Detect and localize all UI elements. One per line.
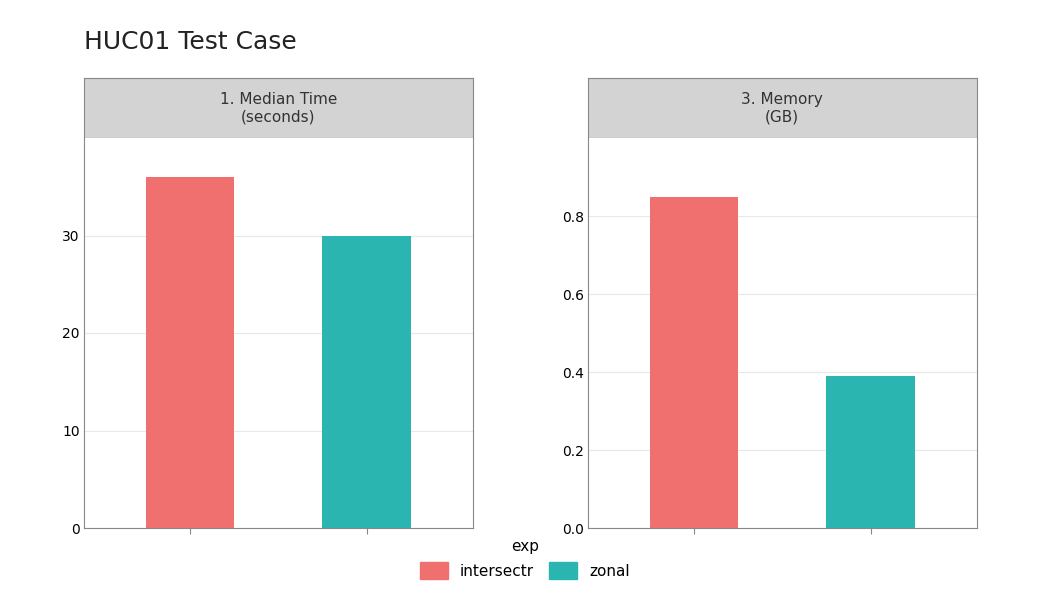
Text: 3. Memory
(GB): 3. Memory (GB) [741,92,823,124]
Text: 1. Median Time
(seconds): 1. Median Time (seconds) [219,92,337,124]
Bar [826,376,915,528]
Bar [146,177,234,528]
Bar [322,235,411,528]
Bar [650,196,738,528]
Text: HUC01 Test Case: HUC01 Test Case [84,30,297,54]
Legend: intersectr, zonal: intersectr, zonal [413,532,637,586]
